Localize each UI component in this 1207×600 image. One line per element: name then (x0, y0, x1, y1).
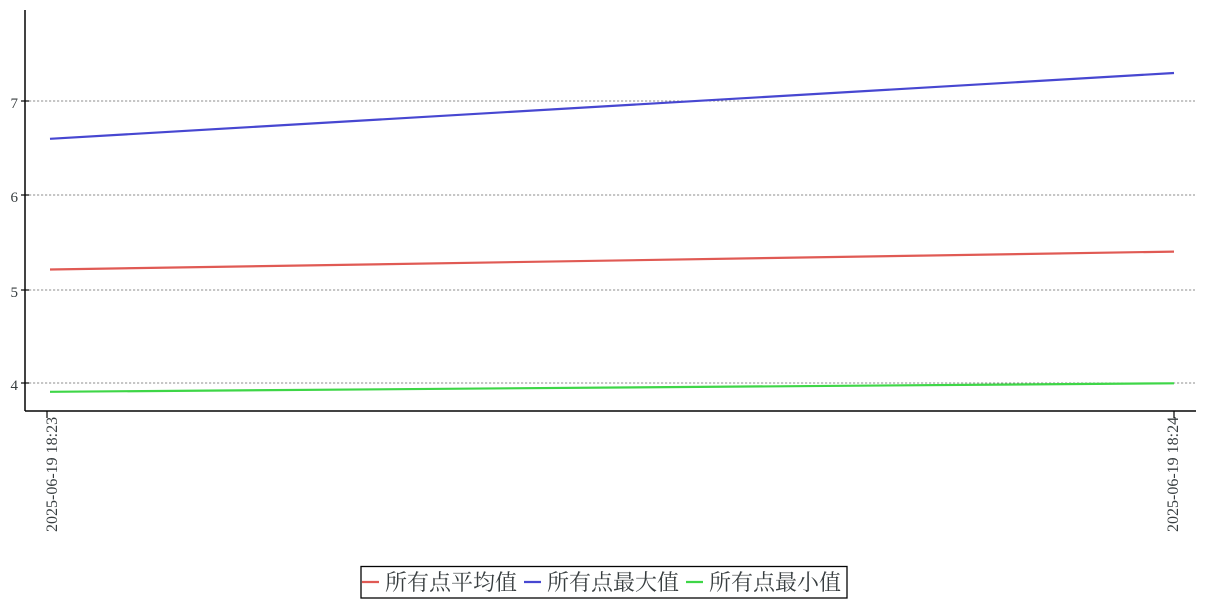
svg-text:所有点最大值: 所有点最大值 (547, 566, 679, 597)
svg-text:所有点最小值: 所有点最小值 (709, 566, 841, 597)
svg-text:所有点平均值: 所有点平均值 (385, 566, 517, 597)
svg-text:4: 4 (11, 378, 19, 394)
svg-text:5: 5 (11, 285, 19, 301)
svg-text:6: 6 (11, 190, 19, 206)
svg-text:2025-06-19 18:24: 2025-06-19 18:24 (1165, 417, 1182, 532)
svg-text:7: 7 (11, 96, 19, 112)
svg-text:2025-06-19 18:23: 2025-06-19 18:23 (44, 417, 61, 532)
